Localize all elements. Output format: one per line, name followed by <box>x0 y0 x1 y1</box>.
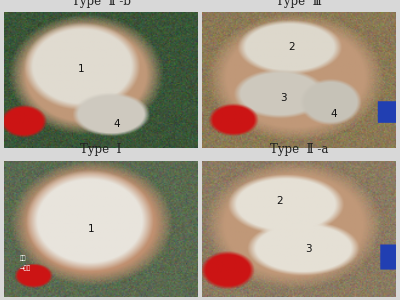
Text: Type  Ⅱ -a: Type Ⅱ -a <box>270 143 328 157</box>
Text: →外側: →外側 <box>20 265 31 271</box>
Text: Type  Ⅲ: Type Ⅲ <box>276 0 322 8</box>
Text: 3: 3 <box>280 93 287 103</box>
Text: 2: 2 <box>276 196 283 206</box>
Text: 1: 1 <box>88 224 95 234</box>
Text: 背側: 背側 <box>20 256 26 261</box>
Text: 2: 2 <box>288 43 294 52</box>
Text: 4: 4 <box>331 110 337 119</box>
Text: Type  Ⅱ -b: Type Ⅱ -b <box>72 0 130 8</box>
Text: Type  Ⅰ: Type Ⅰ <box>80 143 122 157</box>
Text: 1: 1 <box>78 64 85 74</box>
Text: 3: 3 <box>305 244 312 254</box>
Text: 4: 4 <box>113 119 120 129</box>
